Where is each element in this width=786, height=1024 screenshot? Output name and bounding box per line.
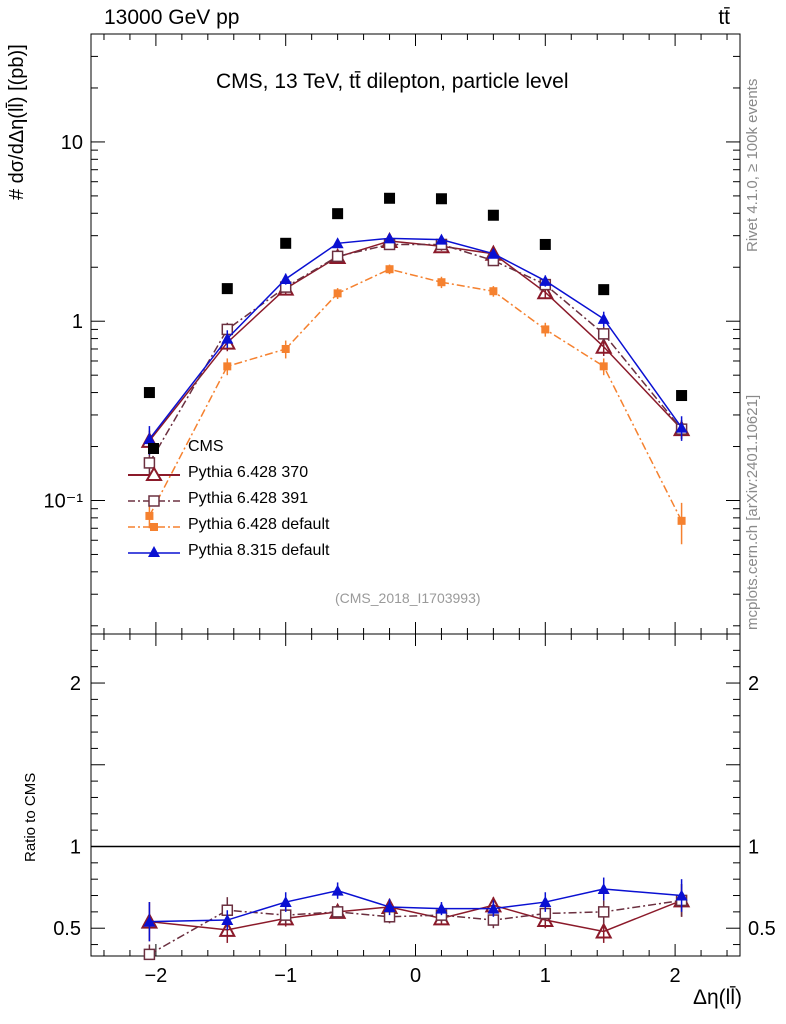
ratio-point-p8def: [487, 902, 500, 914]
data-point-p6def: [385, 265, 394, 274]
legend-marker-p6def: [128, 523, 180, 531]
ratio-line-p8def: [149, 888, 682, 923]
data-point-cms: [384, 192, 396, 204]
ratio-point-p8def: [539, 896, 552, 908]
y-tick-label: 10⁻¹: [44, 490, 84, 512]
ratio-point-p8def: [279, 896, 292, 908]
data-point-p6def: [677, 516, 686, 525]
ratio-point-p8def: [675, 889, 688, 901]
ratio-tick-label-left: 2: [70, 673, 81, 695]
x-tick-label: 2: [670, 965, 681, 987]
data-point-p370: [536, 283, 554, 300]
data-point-p370: [595, 337, 613, 354]
data-point-p8def: [435, 233, 448, 245]
data-point-p6def: [541, 325, 550, 334]
data-point-cms: [676, 390, 688, 402]
ratio-point-p391: [143, 948, 156, 961]
legend-label: Pythia 6.428 370: [188, 464, 309, 481]
x-tick-label: −2: [144, 965, 167, 987]
ratio-axis-label: Ratio to CMS: [22, 772, 39, 862]
mcplots-label: mcplots.cern.ch [arXiv:2401.10621]: [744, 394, 761, 630]
ratio-point-p370: [536, 910, 554, 928]
data-point-p6def: [437, 278, 446, 287]
y-axis-label: # dσ/dΔη(ll̄) [(pb)]: [6, 44, 28, 200]
data-point-cms: [539, 238, 551, 250]
x-axis-label: Δη(ll̄): [692, 986, 742, 1009]
series-line-p8def: [148, 237, 683, 440]
rivet-label: Rivet 4.1.0, ≥ 100k events: [744, 78, 761, 252]
energy-label: 13000 GeV pp: [104, 6, 240, 29]
data-point-p391: [597, 328, 610, 340]
series-line-p370: [148, 240, 683, 442]
ratio-tick-label-right: 2: [748, 673, 759, 695]
data-point-p6def: [333, 289, 342, 298]
ratio-point-p8def: [221, 914, 234, 926]
legend-label: Pythia 6.428 default: [188, 516, 330, 533]
x-tick-label: −1: [274, 965, 297, 987]
ratio-point-p370: [595, 922, 613, 939]
data-point-p8def: [221, 332, 234, 344]
legend-marker-p391: [128, 495, 180, 507]
legend-marker-p8def: [128, 546, 180, 557]
x-tick-label: 0: [410, 965, 421, 987]
ratio-point-p8def: [331, 884, 344, 896]
chart-title: CMS, 13 TeV, tt̄ dilepton, particle leve…: [216, 70, 569, 93]
data-point-p8def: [383, 232, 396, 244]
data-point-p6def: [223, 362, 232, 371]
data-point-p391: [331, 250, 344, 263]
data-point-p8def: [597, 312, 610, 324]
data-point-p6def: [489, 287, 498, 296]
data-point-cms: [221, 283, 233, 295]
legend-label: CMS: [188, 438, 224, 455]
process-label: tt̄: [718, 6, 730, 29]
legend-marker-p370: [128, 466, 180, 481]
data-point-cms: [280, 237, 292, 249]
data-point-p8def: [487, 247, 500, 259]
data-point-p8def: [539, 274, 552, 286]
data-point-p8def: [675, 421, 688, 433]
y-tick-label: 1: [72, 311, 83, 333]
data-point-p8def: [279, 272, 292, 284]
data-point-cms: [487, 209, 499, 221]
data-point-p6def: [599, 362, 608, 371]
data-point-p6def: [281, 344, 290, 353]
data-point-p8def: [143, 433, 156, 445]
legend-marker-cms: [148, 443, 159, 454]
series-line-p6def: [148, 268, 683, 522]
data-point-p8def: [331, 237, 344, 249]
ratio-point-p391: [597, 906, 610, 918]
y-tick-label: 10: [61, 132, 83, 154]
ratio-line-p370: [149, 899, 682, 933]
ratio-point-p8def: [597, 882, 610, 894]
ratio-tick-label-right: 0.5: [748, 918, 776, 940]
x-tick-label: 1: [540, 965, 551, 987]
ratio-tick-label-right: 1: [748, 836, 759, 858]
data-point-cms: [435, 193, 447, 205]
data-point-cms: [143, 387, 155, 399]
ratio-tick-label-left: 0.5: [53, 918, 81, 940]
data-point-cms: [598, 284, 610, 296]
ratio-line-p391: [149, 899, 682, 956]
ratio-point-p391: [331, 906, 344, 918]
ratio-point-p8def: [383, 900, 396, 912]
data-point-cms: [332, 208, 344, 220]
ratio-point-p8def: [143, 915, 156, 927]
data-point-p6def: [145, 511, 154, 520]
analysis-id: (CMS_2018_I1703993): [335, 590, 481, 606]
legend-label: Pythia 8.315 default: [188, 542, 330, 559]
ratio-point-p8def: [435, 902, 448, 914]
ratio-point-p370: [218, 920, 236, 937]
legend-label: Pythia 6.428 391: [188, 490, 309, 507]
ratio-tick-label-left: 1: [70, 836, 81, 858]
data-point-p391: [143, 457, 156, 469]
